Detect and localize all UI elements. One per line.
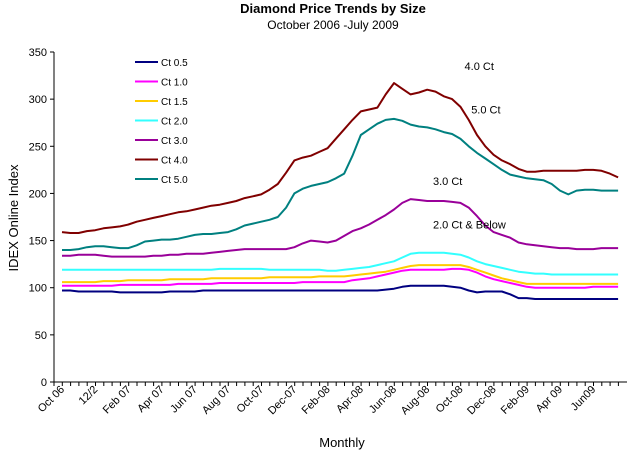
axes (53, 52, 627, 383)
series-line-4 (62, 198, 619, 258)
legend-entry: Ct 5.0 (161, 175, 188, 186)
x-tick-label: Aug-08 (399, 384, 433, 418)
series-line-1 (62, 267, 619, 289)
y-tick-label: 150 (29, 236, 47, 248)
annotation-label: 4.0 Ct (465, 61, 494, 73)
y-tick-label: 100 (29, 283, 47, 295)
legend-entry: Ct 3.0 (161, 136, 188, 147)
x-tick-label: Jun-08 (367, 384, 399, 416)
x-tick-label: 12/2 (77, 384, 101, 408)
x-tick-label: Feb 07 (101, 384, 134, 417)
series-line-2 (62, 264, 619, 285)
legend-entry: Ct 1.5 (161, 97, 188, 108)
chart-title: Diamond Price Trends by Size (240, 1, 426, 16)
x-tick-label: Dec-07 (266, 384, 300, 418)
y-tick-label: 350 (29, 47, 47, 59)
annotations: 4.0 Ct 5.0 Ct 3.0 Ct 2.0 Ct & Below (433, 61, 506, 231)
x-tick-label: Feb-08 (300, 384, 333, 417)
x-tick-label: Oct-07 (234, 384, 266, 416)
series-lines (61, 82, 619, 300)
legend-entry: Ct 1.0 (161, 78, 188, 89)
y-ticks: 0 50 100 150 200 250 300 350 (29, 47, 54, 389)
x-tick-label: Oct-08 (434, 384, 466, 416)
x-tick-label: Dec-08 (465, 384, 499, 418)
legend-entry: Ct 4.0 (161, 156, 188, 167)
y-tick-label: 200 (29, 188, 47, 200)
x-tick-label: Feb-09 (499, 384, 532, 417)
series-line-5 (61, 82, 619, 234)
annotation-label: 2.0 Ct & Below (433, 219, 506, 231)
annotation-label: 5.0 Ct (471, 104, 500, 116)
series-line-3 (62, 251, 619, 276)
x-tick-label: Apr 09 (534, 384, 565, 415)
y-tick-label: 250 (29, 141, 47, 153)
series-line-0 (62, 284, 619, 300)
y-tick-label: 0 (41, 377, 47, 389)
legend-entry: Ct 0.5 (161, 58, 188, 69)
x-tick-label: Aug 07 (200, 384, 233, 417)
series-line-6 (62, 117, 619, 251)
legend-entry: Ct 2.0 (161, 117, 188, 128)
y-tick-label: 300 (29, 94, 47, 106)
x-ticks: Oct 06 12/2 Feb 07 Apr 07 Jun 07 Aug 07 Oct-07… (36, 382, 619, 417)
x-tick-label: Jun09 (569, 384, 599, 414)
legend: Ct 0.5 Ct 1.0 Ct 1.5 Ct 2.0 Ct 3.0 Ct 4.0 Ct 5… (135, 58, 188, 186)
y-axis-label: IDEX Online Index (6, 164, 21, 271)
annotation-label: 3.0 Ct (433, 176, 462, 188)
y-tick-label: 50 (35, 330, 47, 342)
x-tick-label: Apr-08 (334, 384, 366, 416)
x-axis-label: Monthly (319, 435, 365, 450)
chart-subtitle: October 2006 -July 2009 (267, 18, 399, 32)
x-tick-label: Jun 07 (168, 384, 200, 416)
x-tick-label: Apr 07 (135, 384, 166, 415)
